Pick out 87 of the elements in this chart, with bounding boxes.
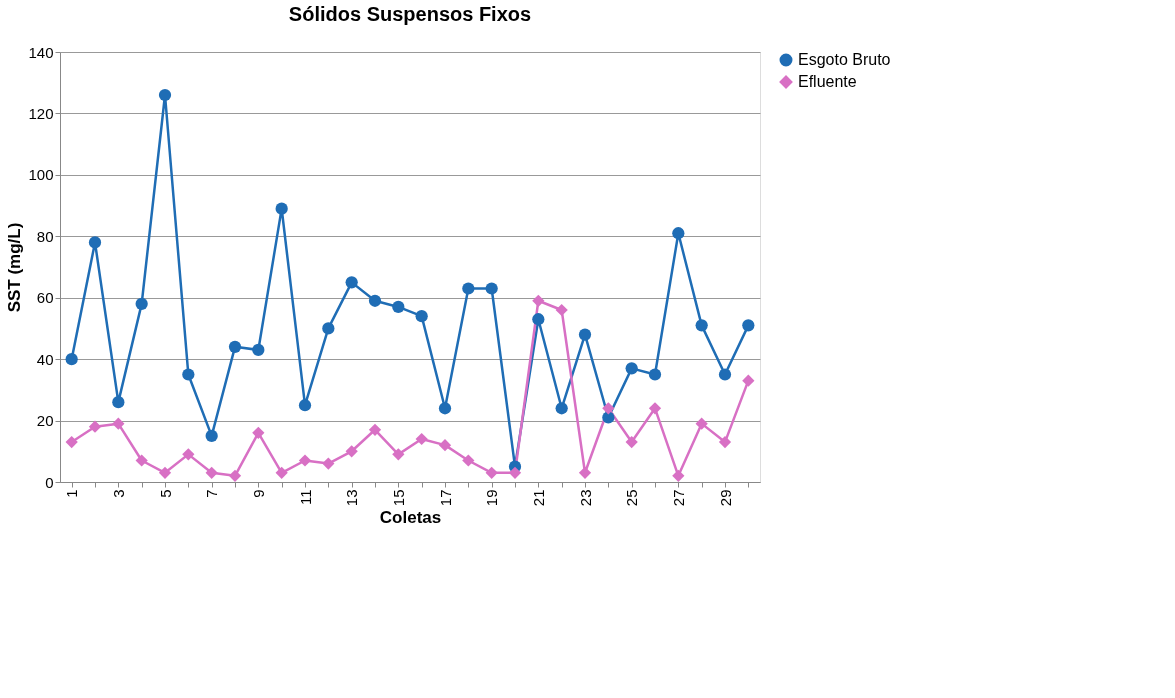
point <box>368 423 382 436</box>
x-tick-label: 11 <box>296 489 314 506</box>
x-tick-label: 23 <box>576 489 594 507</box>
point <box>205 466 218 479</box>
point <box>158 466 172 479</box>
point <box>88 420 102 433</box>
x-tick-label: 25 <box>623 489 641 507</box>
point <box>298 399 312 412</box>
point <box>718 435 732 449</box>
x-axis-title: Coletas <box>379 508 442 528</box>
point <box>112 396 125 409</box>
y-tick-label: 100 <box>28 166 54 184</box>
point <box>345 445 358 458</box>
point <box>252 426 265 439</box>
point <box>648 368 662 381</box>
point <box>602 411 615 424</box>
point <box>718 368 732 381</box>
point <box>555 303 568 317</box>
point <box>555 402 568 415</box>
y-tick-label: 120 <box>28 104 54 122</box>
point <box>648 402 662 415</box>
point <box>275 466 288 479</box>
legend-label: Esgoto Bruto <box>798 51 891 68</box>
point <box>88 236 102 249</box>
point <box>462 282 475 295</box>
point <box>672 227 685 240</box>
point <box>742 374 755 387</box>
y-tick-label: 40 <box>36 350 54 368</box>
x-tick-label: 21 <box>529 489 547 507</box>
point <box>485 282 498 295</box>
x-tick-label: 3 <box>109 489 127 498</box>
point <box>415 432 428 446</box>
point <box>228 340 242 353</box>
x-tick-label: 15 <box>389 489 407 507</box>
point <box>65 435 78 449</box>
point <box>182 368 195 381</box>
point <box>602 402 615 415</box>
point <box>322 322 335 335</box>
point <box>158 88 172 102</box>
point <box>532 313 545 326</box>
x-tick-label: 9 <box>249 489 267 498</box>
point <box>625 435 638 449</box>
x-tick-label: 7 <box>203 489 221 498</box>
point <box>695 319 708 332</box>
point <box>695 417 708 430</box>
point <box>578 328 592 341</box>
point <box>368 294 382 307</box>
y-tick-label: 20 <box>36 412 54 430</box>
x-tick-label: 29 <box>716 489 734 507</box>
chart-title: Sólidos Suspensos Fixos <box>288 3 532 25</box>
x-tick-label: 17 <box>436 489 454 507</box>
point <box>345 276 358 289</box>
point <box>672 469 685 482</box>
point <box>322 457 335 470</box>
x-tick-label: 1 <box>63 489 81 498</box>
point <box>298 454 312 467</box>
point <box>135 454 148 467</box>
y-tick-label: 140 <box>28 43 54 61</box>
point <box>438 439 452 452</box>
point <box>742 319 755 332</box>
y-tick-label: 80 <box>36 227 54 245</box>
point <box>112 417 125 430</box>
point <box>392 448 405 461</box>
x-tick-label: 5 <box>156 489 174 498</box>
point <box>275 202 288 215</box>
point <box>205 429 218 443</box>
point <box>462 454 475 467</box>
point <box>532 294 545 307</box>
point <box>578 466 592 479</box>
point <box>65 353 78 366</box>
point <box>252 343 265 357</box>
legend-label: Efluente <box>798 73 857 90</box>
x-tick-label: 19 <box>483 489 501 507</box>
point <box>508 466 522 479</box>
y-axis-title: SST (mg/L) <box>5 222 25 313</box>
point <box>415 310 428 323</box>
y-tick-label: 0 <box>45 473 54 491</box>
point <box>392 300 405 314</box>
point <box>135 297 148 310</box>
x-tick-label: 13 <box>343 489 361 507</box>
point <box>182 448 195 461</box>
point <box>485 466 498 479</box>
x-tick-label: 27 <box>669 489 687 507</box>
y-tick-label: 60 <box>36 289 54 307</box>
point <box>228 469 242 482</box>
point <box>625 362 638 375</box>
point <box>438 402 452 415</box>
